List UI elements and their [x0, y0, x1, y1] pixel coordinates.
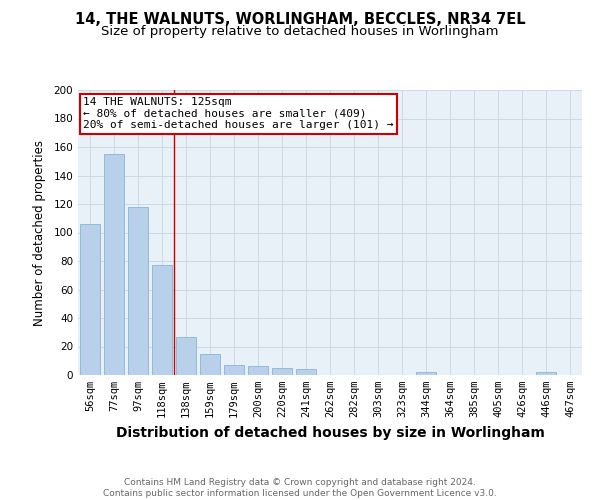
- Bar: [296, 370, 316, 375]
- Bar: [224, 365, 244, 375]
- Bar: [416, 372, 436, 375]
- Text: Contains HM Land Registry data © Crown copyright and database right 2024.
Contai: Contains HM Land Registry data © Crown c…: [103, 478, 497, 498]
- Bar: [200, 354, 220, 375]
- Bar: [176, 336, 196, 375]
- Bar: [536, 372, 556, 375]
- Bar: [104, 154, 124, 375]
- Bar: [80, 224, 100, 375]
- Bar: [128, 207, 148, 375]
- Text: Size of property relative to detached houses in Worlingham: Size of property relative to detached ho…: [101, 25, 499, 38]
- Bar: [272, 368, 292, 375]
- X-axis label: Distribution of detached houses by size in Worlingham: Distribution of detached houses by size …: [116, 426, 544, 440]
- Text: 14 THE WALNUTS: 125sqm
← 80% of detached houses are smaller (409)
20% of semi-de: 14 THE WALNUTS: 125sqm ← 80% of detached…: [83, 97, 394, 130]
- Bar: [248, 366, 268, 375]
- Y-axis label: Number of detached properties: Number of detached properties: [34, 140, 46, 326]
- Bar: [152, 266, 172, 375]
- Text: 14, THE WALNUTS, WORLINGHAM, BECCLES, NR34 7EL: 14, THE WALNUTS, WORLINGHAM, BECCLES, NR…: [74, 12, 526, 26]
